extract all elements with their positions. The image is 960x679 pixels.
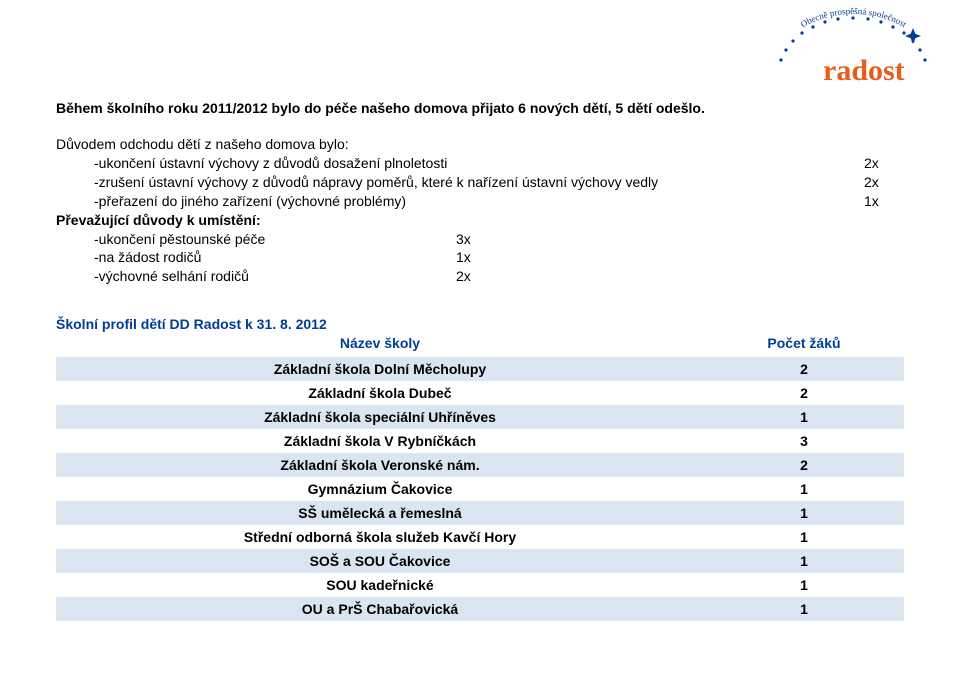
placement-label: -ukončení pěstounské péče [56, 230, 456, 249]
departure-row: -zrušení ústavní výchovy z důvodů náprav… [56, 173, 904, 192]
col-header-count: Počet žáků [704, 335, 904, 351]
departure-label: -ukončení ústavní výchovy z důvodů dosaž… [56, 154, 864, 173]
school-name: SOŠ a SOU Čakovice [56, 553, 704, 569]
placement-row: -na žádost rodičů 1x [56, 248, 904, 267]
schools-title: Školní profil dětí DD Radost k 31. 8. 20… [56, 316, 904, 332]
school-count: 2 [704, 385, 904, 401]
school-count: 1 [704, 529, 904, 545]
departure-value: 2x [864, 173, 904, 192]
table-row: OU a PrŠ Chabařovická1 [56, 597, 904, 621]
school-name: Střední odborná škola služeb Kavčí Hory [56, 529, 704, 545]
table-row: Střední odborná škola služeb Kavčí Hory1 [56, 525, 904, 549]
placement-label: -výchovné selhání rodičů [56, 267, 456, 286]
placement-row: -výchovné selhání rodičů 2x [56, 267, 904, 286]
school-name: Základní škola Veronské nám. [56, 457, 704, 473]
departure-value: 2x [864, 154, 904, 173]
col-header-name: Název školy [56, 335, 704, 351]
placement-row: -ukončení pěstounské péče 3x [56, 230, 904, 249]
school-count: 1 [704, 481, 904, 497]
school-count: 3 [704, 433, 904, 449]
placement-block: Převažující důvody k umístění: -ukončení… [56, 211, 904, 287]
table-row: Základní škola Dubeč2 [56, 381, 904, 405]
school-count: 1 [704, 553, 904, 569]
school-count: 2 [704, 361, 904, 377]
school-name: Základní škola Dubeč [56, 385, 704, 401]
school-name: SOU kadeřnické [56, 577, 704, 593]
table-row: SOU kadeřnické1 [56, 573, 904, 597]
table-row: Základní škola speciální Uhříněves1 [56, 405, 904, 429]
table-row: Základní škola V Rybníčkách3 [56, 429, 904, 453]
school-count: 2 [704, 457, 904, 473]
school-count: 1 [704, 577, 904, 593]
school-name: Základní škola V Rybníčkách [56, 433, 704, 449]
school-count: 1 [704, 505, 904, 521]
departure-row: -ukončení ústavní výchovy z důvodů dosaž… [56, 154, 904, 173]
document-body: Během školního roku 2011/2012 bylo do pé… [0, 0, 960, 651]
departure-row: -přeřazení do jiného zařízení (výchovné … [56, 192, 904, 211]
table-row: Základní škola Veronské nám.2 [56, 453, 904, 477]
departure-label: -zrušení ústavní výchovy z důvodů náprav… [56, 173, 864, 192]
placement-value: 3x [456, 230, 496, 249]
placement-label: -na žádost rodičů [56, 248, 456, 267]
school-name: Základní škola Dolní Měcholupy [56, 361, 704, 377]
departure-block: Důvodem odchodu dětí z našeho domova byl… [56, 136, 904, 211]
intro-paragraph: Během školního roku 2011/2012 bylo do pé… [56, 100, 904, 116]
table-row: SOŠ a SOU Čakovice1 [56, 549, 904, 573]
table-row: Gymnázium Čakovice1 [56, 477, 904, 501]
school-count: 1 [704, 409, 904, 425]
schools-table: Název školy Počet žáků Základní škola Do… [56, 332, 904, 621]
school-count: 1 [704, 601, 904, 617]
table-row: Základní škola Dolní Měcholupy2 [56, 357, 904, 381]
departure-label: -přeřazení do jiného zařízení (výchovné … [56, 192, 864, 211]
school-name: Gymnázium Čakovice [56, 481, 704, 497]
logo: Obecně prospěšná společnost radost [771, 0, 936, 90]
svg-text:radost: radost [823, 54, 905, 87]
placement-value: 1x [456, 248, 496, 267]
schools-header: Název školy Počet žáků [56, 332, 904, 357]
school-name: Základní škola speciální Uhříněves [56, 409, 704, 425]
placement-heading: Převažující důvody k umístění: [56, 211, 904, 230]
school-name: OU a PrŠ Chabařovická [56, 601, 704, 617]
departure-lead-in: Důvodem odchodu dětí z našeho domova byl… [56, 136, 904, 152]
departure-value: 1x [864, 192, 904, 211]
table-row: SŠ umělecká a řemeslná1 [56, 501, 904, 525]
school-name: SŠ umělecká a řemeslná [56, 505, 704, 521]
placement-value: 2x [456, 267, 496, 286]
